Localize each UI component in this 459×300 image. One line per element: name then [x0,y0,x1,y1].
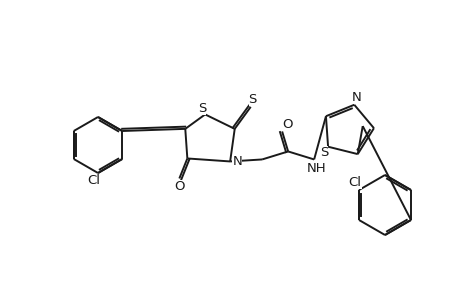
Text: O: O [174,180,184,193]
Text: N: N [351,91,360,104]
Text: S: S [197,102,206,115]
Text: O: O [281,118,292,131]
Text: Cl: Cl [348,176,361,188]
Text: S: S [248,93,257,106]
Text: S: S [319,146,328,159]
Text: Cl: Cl [87,175,100,188]
Text: N: N [232,155,241,168]
Text: NH: NH [306,162,325,175]
